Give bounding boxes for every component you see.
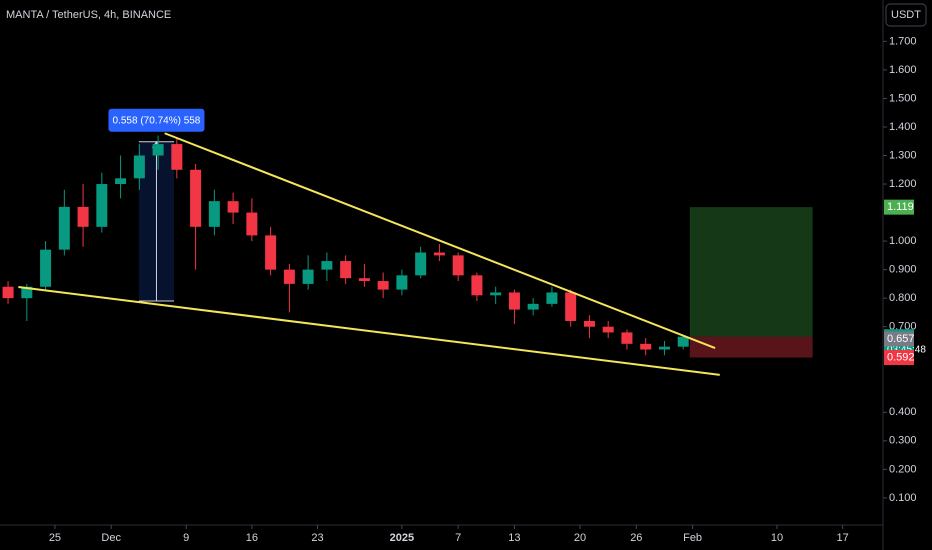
y-tick-label: 0.900 bbox=[889, 264, 917, 276]
x-tick-label: 25 bbox=[49, 532, 61, 544]
candle-body bbox=[340, 261, 352, 279]
y-tick-label: 0.100 bbox=[889, 492, 917, 504]
candle-body bbox=[490, 292, 502, 296]
candle-body bbox=[583, 320, 595, 327]
candle-body bbox=[2, 286, 14, 299]
currency-button[interactable] bbox=[885, 3, 927, 27]
candle-body bbox=[546, 292, 558, 304]
x-tick-label: 17 bbox=[836, 532, 848, 544]
price-tag bbox=[884, 199, 914, 215]
y-tick-label: 1.000 bbox=[889, 235, 917, 247]
x-tick-label: 16 bbox=[246, 532, 258, 544]
candle-body bbox=[527, 303, 539, 310]
trendline bbox=[18, 286, 720, 376]
price-tag-label: 0.592 bbox=[887, 351, 915, 363]
measure-label-box bbox=[108, 108, 205, 132]
y-tick-label: 0.300 bbox=[889, 435, 917, 447]
candle-body bbox=[40, 249, 52, 287]
candle-body bbox=[471, 275, 483, 296]
candle-body bbox=[283, 269, 295, 284]
y-axis-label: USDT bbox=[891, 9, 921, 21]
candle-body bbox=[508, 292, 520, 310]
candle-body bbox=[302, 269, 314, 284]
price-tag-label: 1.119 bbox=[887, 201, 914, 213]
y-tick-label: 1.700 bbox=[889, 35, 917, 47]
y-tick-label: 1.500 bbox=[889, 92, 917, 104]
candle-body bbox=[452, 255, 464, 276]
candle-body bbox=[246, 212, 258, 236]
y-tick-label: 1.600 bbox=[889, 64, 917, 76]
y-tick-label: 1.400 bbox=[889, 121, 917, 133]
y-tick-label: 1.300 bbox=[889, 149, 917, 161]
candle-body bbox=[621, 332, 633, 344]
candle-body bbox=[358, 278, 370, 282]
x-tick-label: 9 bbox=[183, 532, 189, 544]
candle-body bbox=[115, 178, 127, 185]
candle-body bbox=[433, 252, 445, 256]
candle-body bbox=[321, 261, 333, 270]
x-tick-label: 26 bbox=[630, 532, 642, 544]
position-target bbox=[689, 207, 813, 337]
candle-body bbox=[77, 206, 89, 227]
candle-body bbox=[565, 292, 577, 321]
price-tag bbox=[884, 350, 914, 366]
candle-body bbox=[415, 252, 427, 276]
candle-body bbox=[227, 201, 239, 213]
candle-body bbox=[377, 281, 389, 290]
y-tick-label: 1.200 bbox=[889, 178, 917, 190]
candle-body bbox=[677, 336, 689, 347]
candle-body bbox=[265, 235, 277, 270]
candle-body bbox=[640, 343, 652, 350]
x-tick-label: 13 bbox=[508, 532, 520, 544]
price-tag-label: 0.657 bbox=[887, 333, 915, 345]
chart-title: MANTA / TetherUS, 4h, BINANCE bbox=[6, 9, 171, 21]
x-tick-label: 20 bbox=[574, 532, 586, 544]
x-tick-label: 2025 bbox=[390, 532, 414, 544]
candle-body bbox=[152, 144, 164, 156]
candle-body bbox=[190, 169, 202, 227]
candle-body bbox=[658, 346, 670, 350]
x-tick-label: 23 bbox=[311, 532, 323, 544]
candle-body bbox=[58, 206, 70, 250]
y-tick-label: 0.400 bbox=[889, 406, 917, 418]
candle-body bbox=[171, 144, 183, 170]
candle-body bbox=[96, 184, 108, 227]
x-tick-label: 7 bbox=[455, 532, 461, 544]
trendline bbox=[164, 132, 716, 350]
y-tick-label: 0.200 bbox=[889, 463, 917, 475]
candle-body bbox=[396, 275, 408, 290]
candle-body bbox=[208, 201, 220, 227]
candle-body bbox=[133, 155, 145, 179]
x-tick-label: Feb bbox=[683, 532, 702, 544]
candle-body bbox=[602, 326, 614, 333]
y-tick-label: 0.800 bbox=[889, 292, 917, 304]
candle-body bbox=[21, 286, 33, 299]
measure-label: 0.558 (70.74%) 558 bbox=[113, 115, 201, 126]
x-tick-label: Dec bbox=[101, 532, 121, 544]
price-tag bbox=[884, 331, 914, 347]
x-tick-label: 10 bbox=[771, 532, 783, 544]
position-stop bbox=[689, 336, 813, 358]
price-countdown: 03:45:48 bbox=[887, 344, 926, 355]
